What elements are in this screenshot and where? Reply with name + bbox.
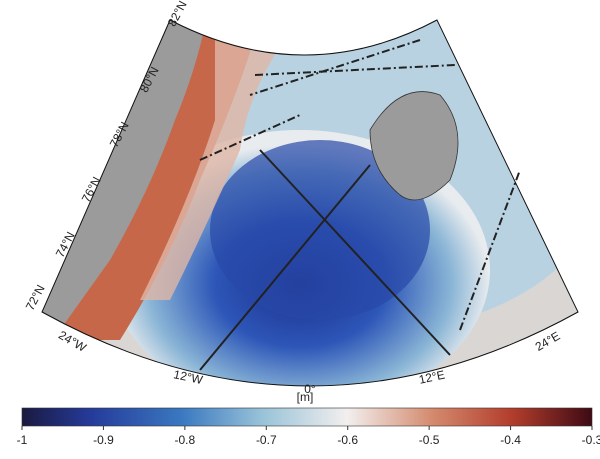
colorbar	[21, 407, 593, 427]
colorbar-tick-label: -0.5	[419, 433, 440, 447]
lon-label: 0°	[304, 382, 316, 396]
lon-label: 12°E	[418, 368, 446, 387]
colorbar-tick-label: -0.6	[337, 433, 358, 447]
colorbar-tick-label: -0.3	[582, 433, 600, 447]
colorbar-tick-label: -0.9	[93, 433, 114, 447]
tracks	[199, 39, 521, 371]
lon-label: 12°W	[172, 367, 204, 387]
colorbar-tick-label: -0.7	[256, 433, 277, 447]
colorbar-tick-label: -0.4	[500, 433, 521, 447]
colorbar-tick-label: -1	[17, 433, 28, 447]
colorbar-tick-label: -0.8	[175, 433, 196, 447]
lat-label: 82°N	[165, 0, 190, 29]
colorbar-label: [m]	[297, 390, 314, 404]
map-frame	[41, 19, 579, 387]
